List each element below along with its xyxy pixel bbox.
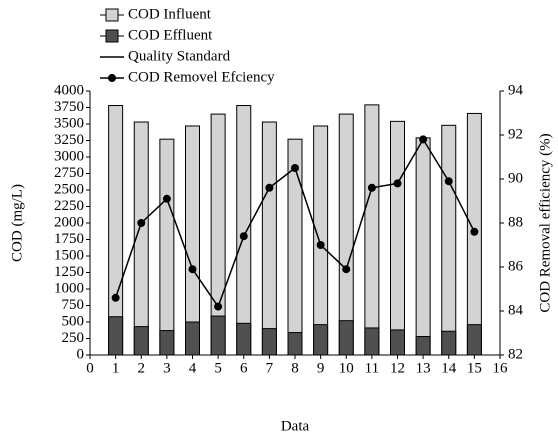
y-axis-label: COD (mg/L): [9, 184, 25, 262]
x-tick-label: 3: [163, 360, 171, 376]
y-tick-label: 250: [62, 330, 85, 346]
y-tick-label: 2750: [54, 165, 84, 181]
y-tick-label: 750: [62, 297, 85, 313]
x-tick-label: 9: [317, 360, 325, 376]
y2-tick-label: 88: [508, 214, 523, 230]
bar: [287, 332, 303, 356]
y2-tick-label: 92: [508, 126, 523, 142]
bar: [466, 324, 482, 356]
y-tick-label: 3000: [54, 148, 84, 164]
y-tick-label: 0: [77, 346, 85, 362]
point: [137, 219, 146, 227]
legend-swatch: [105, 8, 119, 22]
bar: [441, 330, 457, 356]
point: [367, 183, 376, 192]
bar: [338, 113, 354, 356]
y-tick-label: 1250: [54, 264, 84, 280]
y-tick-label: 2250: [54, 198, 84, 214]
y2-tick-label: 82: [508, 346, 523, 362]
x-tick-label: 1: [112, 360, 120, 376]
y-tick-label: 3500: [54, 115, 84, 131]
bar: [390, 329, 405, 356]
bar: [159, 138, 175, 356]
legend-label: COD Removel Efciency: [128, 69, 275, 85]
y-tick-label: 1500: [54, 247, 84, 263]
x-tick-label: 4: [189, 360, 197, 376]
legend-label: COD Influent: [128, 6, 212, 22]
point: [316, 241, 325, 249]
x-tick-label: 6: [240, 360, 248, 376]
x-tick-label: 7: [266, 360, 274, 376]
x-tick-label: 16: [493, 360, 509, 376]
y2-tick-label: 94: [508, 82, 524, 98]
point: [162, 194, 171, 203]
bar: [338, 320, 354, 356]
bar: [415, 336, 431, 356]
bar: [236, 105, 252, 356]
bar: [133, 326, 149, 356]
x-tick-label: 10: [339, 360, 354, 376]
point: [214, 302, 223, 311]
y2-tick-label: 86: [508, 258, 524, 274]
y-tick-label: 3250: [54, 132, 84, 148]
point: [239, 232, 248, 241]
legend-swatch: [105, 29, 119, 43]
x-tick-label: 15: [467, 360, 482, 376]
bar: [364, 104, 380, 356]
bar: [236, 322, 252, 356]
bar: [159, 330, 175, 356]
x-axis-label: Data: [281, 418, 310, 434]
y2-tick-label: 84: [508, 302, 524, 318]
legend-label: Quality Standard: [128, 48, 231, 64]
y-tick-label: 2000: [54, 214, 84, 230]
bar: [108, 316, 124, 356]
x-tick-label: 5: [214, 360, 222, 376]
bar: [210, 315, 226, 356]
x-tick-label: 8: [291, 360, 299, 376]
x-tick-label: 11: [365, 360, 379, 376]
point: [342, 265, 351, 274]
legend-label: COD Effluent: [128, 27, 213, 43]
bar: [185, 321, 200, 356]
y-tick-label: 4000: [54, 82, 84, 98]
y-tick-label: 3750: [54, 99, 84, 115]
bar: [364, 327, 380, 356]
bar: [261, 328, 277, 356]
y-tick-label: 500: [62, 313, 85, 329]
point: [419, 135, 428, 144]
y-tick-label: 1000: [54, 280, 84, 296]
bar: [441, 124, 457, 356]
bar: [415, 137, 431, 356]
point: [444, 177, 453, 186]
legend-marker: [108, 74, 116, 82]
x-tick-label: 2: [138, 360, 146, 376]
bar: [390, 120, 405, 356]
bar: [261, 121, 277, 356]
point: [291, 164, 299, 172]
x-tick-label: 14: [441, 360, 457, 376]
point: [265, 183, 274, 192]
x-tick-label: 13: [416, 360, 431, 376]
y-tick-label: 1750: [54, 231, 84, 247]
point: [188, 265, 197, 274]
bar: [313, 324, 329, 356]
y-tick-label: 2500: [54, 181, 84, 197]
point: [393, 179, 402, 188]
x-tick-label: 0: [86, 360, 94, 376]
point: [111, 293, 120, 302]
point: [470, 227, 479, 236]
y2-tick-label: 90: [508, 170, 523, 186]
y2-axis-label: COD Removal efficiency (%): [537, 133, 553, 312]
bar: [313, 125, 329, 356]
x-tick-label: 12: [390, 360, 405, 376]
bar: [185, 125, 200, 356]
